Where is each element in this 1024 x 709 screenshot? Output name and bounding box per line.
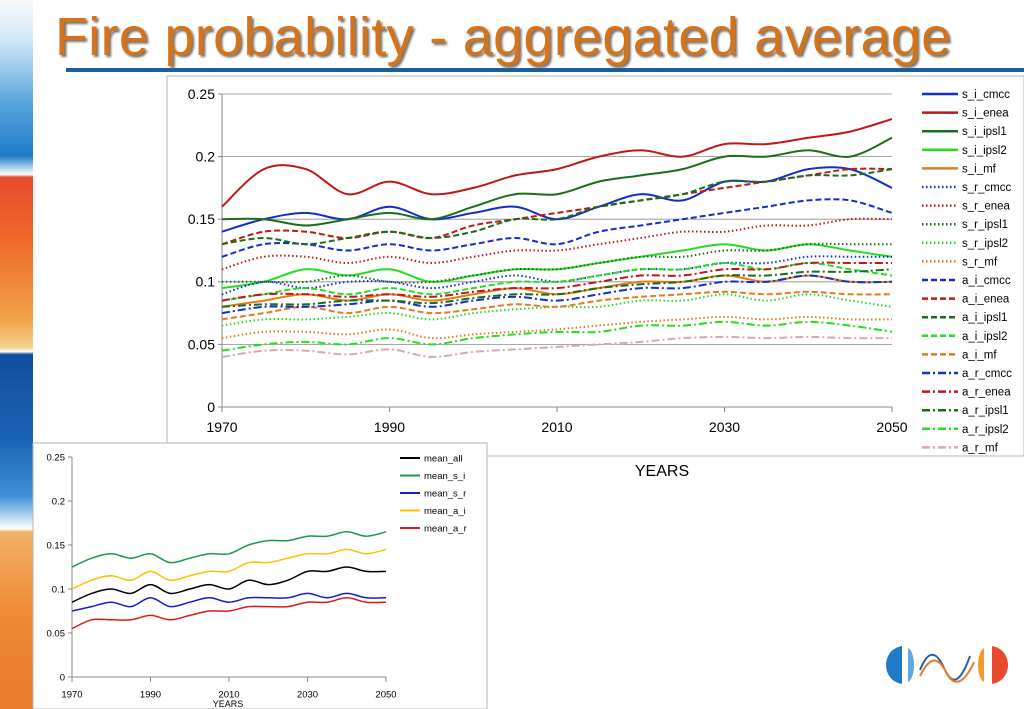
y-tick-label: 0.05 bbox=[47, 628, 66, 639]
series-line-s_r_mf bbox=[221, 315, 893, 340]
x-tick-label: 1970 bbox=[206, 419, 237, 435]
chart-frame bbox=[32, 442, 488, 709]
series-line-a_i_mf bbox=[221, 290, 893, 321]
series-line-s_i_ipsl1 bbox=[221, 136, 893, 227]
legend-label-mean_all: mean_all bbox=[424, 453, 463, 464]
main-chart: 0 0.05 0.1 0.15 0.2 0.25 1970 1990 2010 2030 2050 Y… bbox=[166, 75, 1024, 480]
legend-label-a_i_enea: a_i_enea bbox=[962, 294, 1010, 306]
series-line-s_i_enea bbox=[221, 118, 893, 208]
legend-label-mean_s_i: mean_s_i bbox=[424, 471, 465, 482]
x-tick-label: 2010 bbox=[541, 419, 572, 435]
legend-label-a_r_ipsl1: a_r_ipsl1 bbox=[962, 405, 1009, 417]
y-tick-label: 0.2 bbox=[52, 496, 65, 507]
x-tick-label: 1990 bbox=[374, 419, 405, 435]
legend-label-s_r_enea: s_r_enea bbox=[962, 201, 1011, 213]
legend-label-s_r_cmcc: s_r_cmcc bbox=[962, 182, 1011, 194]
x-tick-label: 1990 bbox=[140, 690, 161, 701]
legend-label-mean_a_r: mean_a_r bbox=[424, 523, 467, 534]
series-line-mean_all bbox=[71, 566, 387, 603]
legend-label-s_i_enea: s_i_enea bbox=[962, 108, 1009, 120]
y-tick-label: 0.25 bbox=[188, 86, 215, 102]
legend-label-s_i_ipsl1: s_i_ipsl1 bbox=[962, 126, 1007, 138]
y-tick-label: 0.05 bbox=[188, 336, 215, 352]
legend-label-s_i_ipsl2: s_i_ipsl2 bbox=[962, 145, 1007, 157]
chart-frame bbox=[166, 75, 1024, 457]
series-line-mean_a_r bbox=[71, 597, 387, 630]
y-tick-label: 0 bbox=[60, 672, 65, 683]
series-line-mean_a_i bbox=[71, 548, 387, 590]
legend-label-a_r_enea: a_r_enea bbox=[962, 387, 1011, 399]
legend-label-mean_s_r: mean_s_r bbox=[424, 488, 466, 499]
legend-label-mean_a_i: mean_a_i bbox=[424, 506, 466, 517]
series-line-a_r_mf bbox=[221, 335, 893, 358]
inset-chart: 0 0.05 0.1 0.15 0.2 0.25 1970 1990 2010 2030 2050 Y… bbox=[32, 442, 488, 709]
legend-label-a_i_ipsl2: a_i_ipsl2 bbox=[962, 331, 1007, 343]
series-line-mean_s_i bbox=[71, 531, 387, 568]
y-tick-label: 0.1 bbox=[196, 274, 216, 290]
legend-label-a_i_cmcc: a_i_cmcc bbox=[962, 275, 1011, 287]
title-underline bbox=[66, 68, 1024, 72]
legend-label-s_i_cmcc: s_i_cmcc bbox=[962, 89, 1010, 101]
x-axis-label: YEARS bbox=[635, 463, 689, 480]
organization-logo bbox=[886, 646, 1008, 684]
series-line-mean_s_r bbox=[71, 592, 387, 612]
x-tick-label: 1970 bbox=[61, 690, 82, 701]
series-line-a_r_ipsl1 bbox=[221, 268, 893, 308]
legend-label-a_i_mf: a_i_mf bbox=[962, 349, 997, 361]
x-tick-label: 2050 bbox=[876, 419, 907, 435]
series-line-a_r_ipsl2 bbox=[221, 320, 893, 352]
series-line-a_i_ipsl2 bbox=[221, 262, 893, 302]
series-line-a_r_enea bbox=[221, 261, 892, 302]
x-tick-label: 2030 bbox=[709, 419, 740, 435]
legend-label-s_i_mf: s_i_mf bbox=[962, 163, 997, 175]
series-line-s_i_cmcc bbox=[221, 166, 893, 233]
slide-title: Fire probability - aggregated average bbox=[55, 7, 952, 67]
y-tick-label: 0.25 bbox=[47, 452, 66, 463]
left-decorative-band bbox=[0, 0, 33, 709]
y-tick-label: 0 bbox=[207, 399, 215, 415]
y-tick-label: 0.1 bbox=[52, 584, 65, 595]
legend-label-a_i_ipsl1: a_i_ipsl1 bbox=[962, 312, 1007, 324]
x-tick-label: 2030 bbox=[297, 690, 318, 701]
x-tick-label: 2050 bbox=[375, 690, 396, 701]
y-tick-label: 0.2 bbox=[196, 149, 216, 165]
y-tick-label: 0.15 bbox=[188, 211, 215, 227]
legend-label-a_r_mf: a_r_mf bbox=[962, 442, 999, 454]
legend-label-a_r_cmcc: a_r_cmcc bbox=[962, 368, 1012, 380]
legend-label-s_r_ipsl2: s_r_ipsl2 bbox=[962, 238, 1008, 250]
x-tick-label: 2010 bbox=[218, 690, 239, 701]
legend-label-s_r_ipsl1: s_r_ipsl1 bbox=[962, 219, 1008, 231]
series-line-a_r_cmcc bbox=[221, 274, 893, 315]
y-tick-label: 0.15 bbox=[47, 540, 66, 551]
legend-label-a_r_ipsl2: a_r_ipsl2 bbox=[962, 424, 1009, 436]
x-axis-label: YEARS bbox=[213, 699, 244, 709]
legend-label-s_r_mf: s_r_mf bbox=[962, 256, 998, 268]
series-line-s_r_ipsl1 bbox=[222, 242, 892, 284]
